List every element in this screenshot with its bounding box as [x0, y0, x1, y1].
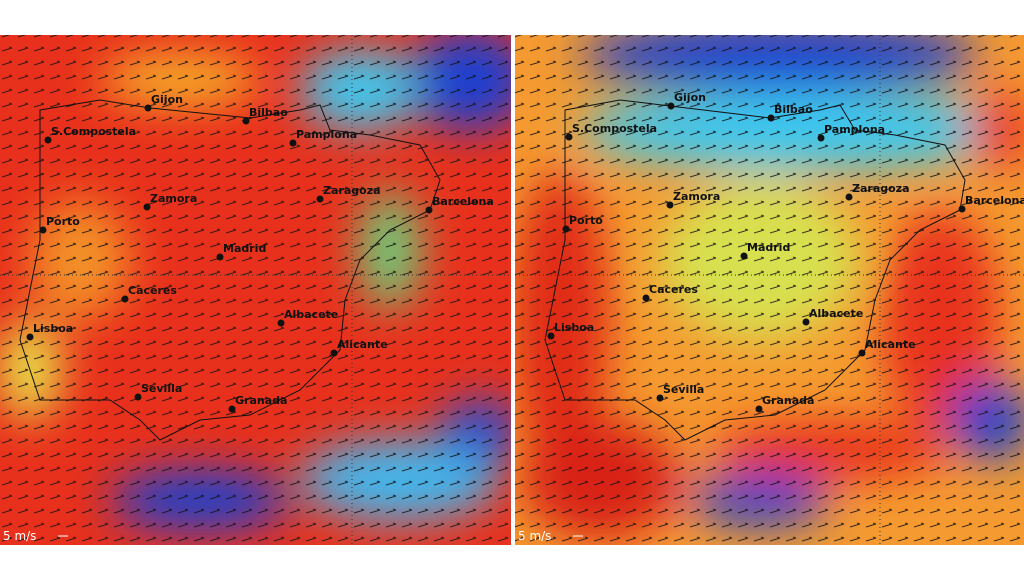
city-label: Lisboa: [554, 321, 594, 334]
city-dot: [845, 193, 853, 201]
city-label: Alicante: [337, 338, 388, 351]
city-label: Bilbao: [249, 106, 288, 119]
city-label: Madrid: [747, 241, 790, 254]
city-dot: [228, 405, 236, 413]
city-label: S.Compostela: [572, 122, 657, 135]
scale-label: 5 m/s: [518, 529, 551, 543]
city-label: S.Compostela: [51, 125, 136, 138]
city-dot: [277, 319, 285, 327]
city-label: Zamora: [150, 192, 197, 205]
city-label: Caceres: [128, 284, 177, 297]
city-dot: [562, 225, 570, 233]
city-label: Albacete: [809, 307, 863, 320]
city-dot: [547, 332, 555, 340]
city-dot: [767, 114, 775, 122]
city-label: Granada: [762, 394, 814, 407]
city-dot: [642, 294, 650, 302]
city-dot: [425, 206, 433, 214]
city-label: Madrid: [223, 242, 266, 255]
city-dot: [134, 393, 142, 401]
city-dot: [858, 349, 866, 357]
city-label: Barcelona: [432, 195, 494, 208]
city-label: Caceres: [649, 283, 698, 296]
city-dot: [316, 195, 324, 203]
city-label: Lisboa: [33, 322, 73, 335]
city-label: Sevilla: [663, 383, 704, 396]
city-label: Pamplona: [824, 123, 885, 136]
city-label: Bilbao: [774, 103, 813, 116]
city-dot: [656, 394, 664, 402]
city-dot: [44, 136, 52, 144]
city-dot: [143, 203, 151, 211]
city-dot: [667, 102, 675, 110]
city-dot: [216, 253, 224, 261]
city-label: Barcelona: [965, 194, 1024, 207]
city-dot: [802, 318, 810, 326]
city-label: Porto: [46, 215, 80, 228]
scale-label: 5 m/s: [3, 529, 36, 543]
city-label: Porto: [569, 214, 603, 227]
city-label: Gijon: [151, 93, 183, 106]
right-panel: [515, 35, 1024, 545]
city-label: Sevilla: [141, 382, 182, 395]
city-label: Pamplona: [296, 128, 357, 141]
city-dot: [330, 349, 338, 357]
city-label: Zaragoza: [323, 184, 381, 197]
city-label: Alicante: [865, 338, 916, 351]
city-label: Zaragoza: [852, 182, 910, 195]
city-dot: [289, 139, 297, 147]
city-label: Zamora: [673, 190, 720, 203]
city-label: Granada: [235, 394, 287, 407]
city-dot: [817, 134, 825, 142]
city-dot: [666, 201, 674, 209]
city-dot: [740, 252, 748, 260]
city-dot: [39, 226, 47, 234]
city-dot: [242, 117, 250, 125]
city-label: Gijon: [674, 91, 706, 104]
city-dot: [144, 104, 152, 112]
left-panel: [0, 35, 511, 545]
city-dot: [26, 333, 34, 341]
city-dot: [755, 405, 763, 413]
city-label: Albacete: [284, 308, 338, 321]
city-dot: [565, 133, 573, 141]
city-dot: [958, 205, 966, 213]
city-dot: [121, 295, 129, 303]
